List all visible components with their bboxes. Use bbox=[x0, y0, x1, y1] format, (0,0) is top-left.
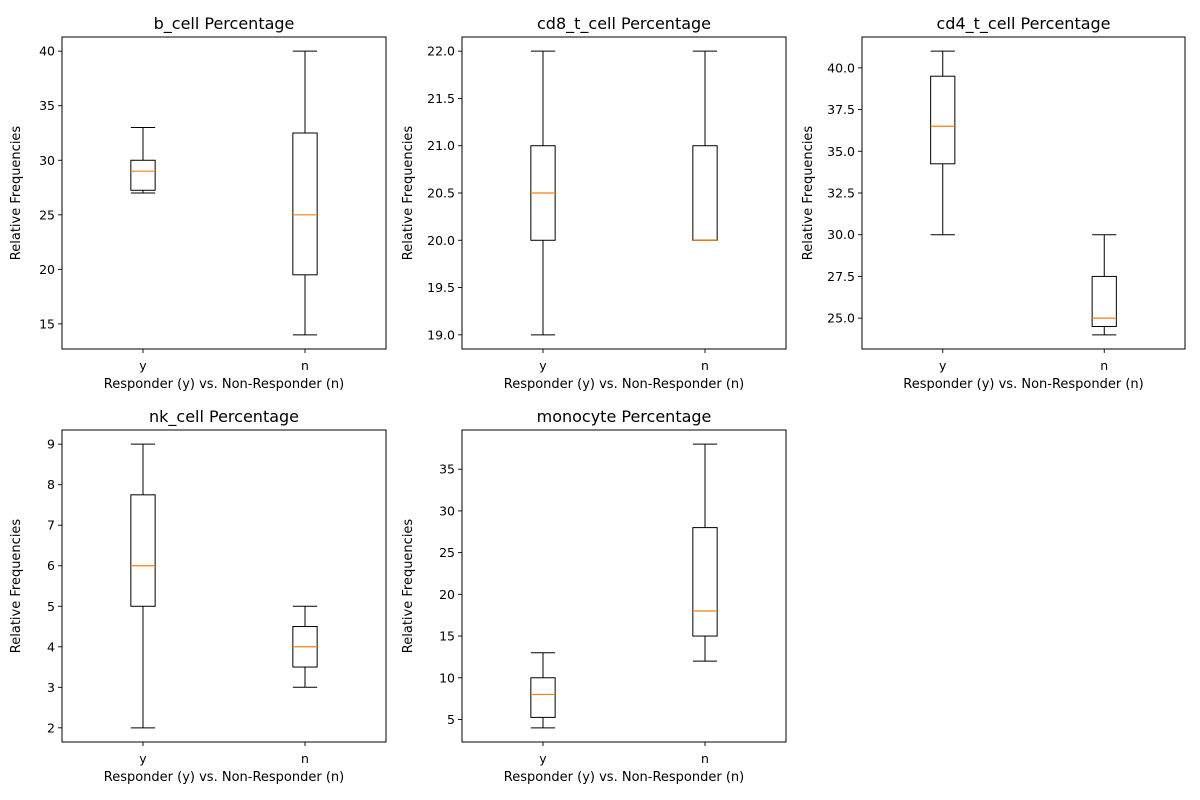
y-tick-label: 7 bbox=[47, 518, 55, 533]
y-tick-label: 5 bbox=[447, 712, 455, 727]
x-tick-label: n bbox=[701, 358, 709, 373]
plot-frame bbox=[461, 36, 787, 350]
box-y bbox=[530, 652, 556, 729]
y-tick-label: 8 bbox=[47, 477, 55, 492]
chart-title: cd4_t_cell Percentage bbox=[936, 14, 1110, 34]
x-axis-label: Responder (y) vs. Non-Responder (n) bbox=[504, 770, 744, 785]
chart-title: cd8_t_cell Percentage bbox=[537, 14, 711, 34]
y-tick-label: 37.5 bbox=[827, 102, 855, 117]
y-tick-label: 20.5 bbox=[427, 186, 455, 201]
y-tick-label: 15 bbox=[39, 316, 55, 331]
y-tick-label: 3 bbox=[47, 680, 55, 695]
iqr-box bbox=[130, 494, 156, 607]
y-tick-label: 6 bbox=[47, 558, 55, 573]
x-axis-label: Responder (y) vs. Non-Responder (n) bbox=[104, 377, 344, 392]
y-axis-label: Relative Frequencies bbox=[9, 126, 24, 261]
y-tick-label: 20 bbox=[439, 587, 455, 602]
x-tick-label: y bbox=[539, 751, 547, 766]
x-tick-label: y bbox=[139, 358, 147, 373]
x-tick-label: n bbox=[1100, 358, 1108, 373]
iqr-box bbox=[692, 527, 718, 637]
x-axis-label: Responder (y) vs. Non-Responder (n) bbox=[903, 377, 1143, 392]
chart-title: b_cell Percentage bbox=[154, 14, 295, 34]
y-tick-label: 19.0 bbox=[427, 327, 455, 342]
y-tick-label: 25 bbox=[39, 207, 55, 222]
iqr-box bbox=[530, 677, 556, 718]
y-tick-label: 21.5 bbox=[427, 91, 455, 106]
y-tick-label: 30.0 bbox=[827, 227, 855, 242]
y-tick-label: 30 bbox=[439, 503, 455, 518]
subplot-3: cd4_t_cell Percentage 25.0 27.5 30.0 32.5 35.… bbox=[801, 14, 1186, 392]
y-tick-label: 40.0 bbox=[827, 60, 855, 75]
y-tick-label: 35 bbox=[439, 462, 455, 477]
chart-title: monocyte Percentage bbox=[537, 407, 712, 426]
y-tick-label: 15 bbox=[439, 629, 455, 644]
y-axis-label: Relative Frequencies bbox=[401, 126, 416, 261]
y-tick-label: 27.5 bbox=[827, 269, 855, 284]
y-tick-label: 25.0 bbox=[827, 311, 855, 326]
iqr-box bbox=[692, 145, 718, 241]
x-tick-label: y bbox=[539, 358, 547, 373]
y-tick-label: 22.0 bbox=[427, 44, 455, 59]
y-tick-label: 35.0 bbox=[827, 144, 855, 159]
y-tick-label: 5 bbox=[47, 599, 55, 614]
subplot-4: nk_cell Percentage 2 3 4 5 6 7 8 9 y n Responder (y… bbox=[9, 407, 387, 785]
plot-frame bbox=[861, 36, 1186, 350]
y-tick-label: 40 bbox=[39, 44, 55, 59]
box-y bbox=[130, 127, 156, 194]
box-n bbox=[692, 50, 718, 241]
chart-title: nk_cell Percentage bbox=[149, 407, 299, 427]
y-axis-label: Relative Frequencies bbox=[9, 519, 24, 654]
box-n bbox=[692, 443, 718, 662]
x-tick-label: n bbox=[301, 358, 309, 373]
x-tick-label: y bbox=[139, 751, 147, 766]
box-y bbox=[930, 50, 956, 236]
y-tick-label: 4 bbox=[47, 639, 55, 654]
box-n bbox=[1091, 234, 1117, 336]
subplot-5: monocyte Percentage 5 10 15 20 25 30 35 y n Respon… bbox=[401, 407, 787, 785]
box-n bbox=[292, 605, 318, 688]
y-tick-label: 21.0 bbox=[427, 138, 455, 153]
plot-frame bbox=[461, 429, 787, 743]
y-tick-label: 19.5 bbox=[427, 280, 455, 295]
subplot-1: b_cell Percentage 15 20 25 30 35 40 y n Responder… bbox=[9, 14, 387, 392]
y-tick-label: 2 bbox=[47, 720, 55, 735]
y-tick-label: 10 bbox=[439, 670, 455, 685]
x-tick-label: n bbox=[301, 751, 309, 766]
y-tick-label: 32.5 bbox=[827, 186, 855, 201]
y-tick-label: 20.0 bbox=[427, 233, 455, 248]
plot-frame bbox=[61, 36, 387, 350]
iqr-box bbox=[130, 159, 156, 191]
y-tick-label: 25 bbox=[439, 545, 455, 560]
y-tick-label: 20 bbox=[39, 262, 55, 277]
y-tick-label: 35 bbox=[39, 98, 55, 113]
x-axis-label: Responder (y) vs. Non-Responder (n) bbox=[104, 770, 344, 785]
box-y bbox=[530, 50, 556, 336]
x-axis-label: Responder (y) vs. Non-Responder (n) bbox=[504, 377, 744, 392]
x-tick-label: n bbox=[701, 751, 709, 766]
box-n bbox=[292, 50, 318, 336]
subplot-2: cd8_t_cell Percentage 19.0 19.5 20.0 20.5 21.… bbox=[401, 14, 787, 392]
plot-frame bbox=[61, 429, 387, 743]
y-axis-label: Relative Frequencies bbox=[801, 126, 816, 261]
y-tick-label: 9 bbox=[47, 437, 55, 452]
iqr-box bbox=[292, 132, 318, 276]
y-tick-label: 30 bbox=[39, 153, 55, 168]
x-tick-label: y bbox=[939, 358, 947, 373]
iqr-box bbox=[1091, 275, 1117, 327]
box-y bbox=[130, 443, 156, 729]
iqr-box bbox=[930, 75, 956, 165]
y-axis-label: Relative Frequencies bbox=[401, 519, 416, 654]
